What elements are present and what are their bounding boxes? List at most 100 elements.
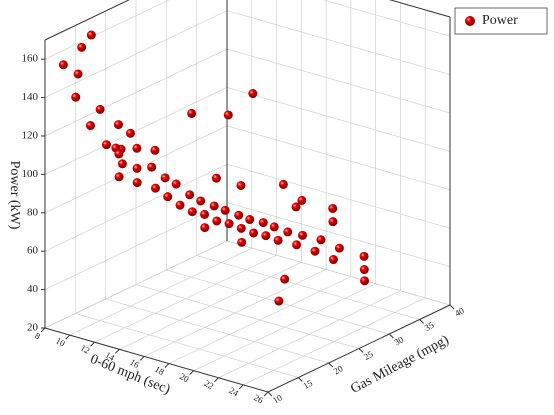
x-tick-label: 12 xyxy=(79,343,92,356)
point xyxy=(114,172,124,182)
grid-line xyxy=(196,0,420,320)
point xyxy=(274,296,284,306)
point xyxy=(280,274,290,284)
y-tick-label: 35 xyxy=(423,320,436,333)
x-tick-label: 18 xyxy=(153,364,166,377)
y-tick xyxy=(388,333,394,339)
point xyxy=(258,218,268,228)
point xyxy=(113,120,123,130)
grid-line xyxy=(168,0,352,364)
z-tick-label: 60 xyxy=(27,245,39,257)
point xyxy=(150,183,160,193)
z-tick-label: 40 xyxy=(27,283,39,295)
legend-marker xyxy=(465,16,475,26)
point xyxy=(132,143,142,153)
point xyxy=(85,121,95,131)
x-tick-label: 26 xyxy=(252,392,265,405)
z-tick-label: 160 xyxy=(22,53,39,65)
y-tick xyxy=(328,362,334,368)
point xyxy=(273,235,283,245)
point xyxy=(245,215,255,225)
y-tick-label: 25 xyxy=(362,349,375,362)
x-tick xyxy=(238,384,244,390)
point xyxy=(211,173,221,183)
axis-edge xyxy=(44,0,451,41)
point xyxy=(73,69,83,79)
point xyxy=(117,159,127,169)
point xyxy=(248,89,258,99)
point xyxy=(359,251,369,261)
point xyxy=(86,30,96,40)
point xyxy=(209,201,219,211)
point xyxy=(185,190,195,200)
z-tick-label: 80 xyxy=(27,206,39,218)
point xyxy=(163,192,173,202)
point xyxy=(316,235,326,245)
y-tick-label: 15 xyxy=(301,378,314,391)
point xyxy=(187,108,197,118)
x-tick xyxy=(65,334,71,340)
point xyxy=(328,217,338,227)
point xyxy=(171,179,181,189)
point xyxy=(175,200,185,210)
grid-line xyxy=(226,0,451,306)
point xyxy=(297,230,307,240)
x-tick xyxy=(40,327,46,333)
y-tick xyxy=(297,377,303,382)
y-tick xyxy=(267,391,273,397)
point xyxy=(292,240,302,250)
x-tick xyxy=(90,341,95,347)
grid-line xyxy=(135,0,360,349)
x-tick-label: 20 xyxy=(178,371,191,384)
point xyxy=(328,255,338,265)
point xyxy=(236,223,246,233)
point xyxy=(101,140,111,150)
point xyxy=(147,162,157,172)
y-tick xyxy=(358,348,364,353)
point xyxy=(200,223,210,233)
grid-line xyxy=(105,11,329,364)
x-tick xyxy=(139,356,145,361)
z-axis-title: Power (kW) xyxy=(7,161,22,230)
point xyxy=(196,196,206,206)
x-tick-label: 10 xyxy=(54,335,67,348)
y-tick-label: 40 xyxy=(453,305,466,318)
point xyxy=(334,243,344,253)
point xyxy=(58,60,68,70)
point xyxy=(269,222,279,232)
z-tick-label: 120 xyxy=(22,130,39,142)
point xyxy=(150,145,160,155)
point xyxy=(132,163,142,173)
point xyxy=(220,205,230,215)
point xyxy=(125,128,135,138)
grid-line xyxy=(74,25,299,378)
point xyxy=(261,231,271,241)
point xyxy=(200,209,210,219)
point xyxy=(114,149,124,159)
x-tick-label: 22 xyxy=(203,378,216,391)
point xyxy=(278,179,288,189)
point xyxy=(224,219,234,229)
point xyxy=(283,227,293,237)
point xyxy=(291,202,301,212)
grid-line xyxy=(119,0,302,350)
x-tick-label: 24 xyxy=(227,385,240,398)
point xyxy=(310,246,320,256)
point xyxy=(234,210,244,220)
x-tick xyxy=(189,370,195,376)
grid-line xyxy=(243,9,426,386)
z-tick-label: 140 xyxy=(22,91,39,103)
point xyxy=(360,276,370,286)
x-tick xyxy=(114,348,120,354)
z-tick-label: 100 xyxy=(22,168,39,180)
point xyxy=(297,195,307,205)
y-tick-label: 10 xyxy=(271,392,284,405)
point xyxy=(249,228,259,238)
x-tick-label: 8 xyxy=(33,331,42,342)
z-tick-label: 20 xyxy=(27,322,39,334)
grid-line xyxy=(218,2,401,379)
y-tick-label: 30 xyxy=(392,334,405,347)
x-tick xyxy=(164,363,170,368)
grid-line xyxy=(143,0,327,357)
